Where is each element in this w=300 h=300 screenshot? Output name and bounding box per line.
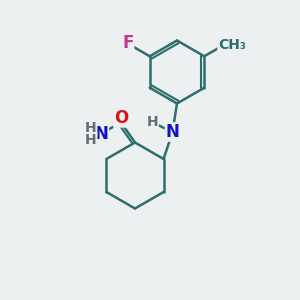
Text: F: F <box>122 34 134 52</box>
Text: H: H <box>147 115 158 128</box>
Text: CH₃: CH₃ <box>218 38 246 52</box>
Text: H: H <box>85 133 97 147</box>
Text: N: N <box>166 123 179 141</box>
Text: H: H <box>85 121 97 135</box>
Text: O: O <box>114 109 128 127</box>
Text: N: N <box>94 124 108 142</box>
